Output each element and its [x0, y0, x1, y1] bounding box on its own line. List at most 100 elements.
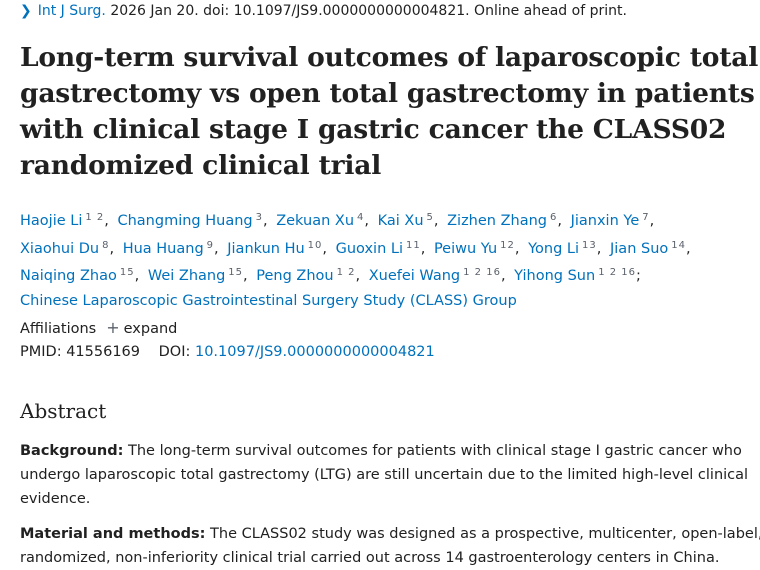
separator: ,: [104, 213, 109, 229]
citation-line: ❯ Int J Surg. 2026 Jan 20. doi: 10.1097/J…: [20, 3, 627, 19]
methods-label: Material and methods:: [20, 526, 206, 542]
author-row: Naiqing Zhao 15, Wei Zhang 15, Peng Zhou 1 …: [20, 261, 740, 289]
author-link[interactable]: Jianxin Ye: [570, 213, 640, 229]
author-row: Chinese Laparoscopic Gastrointestinal Su…: [20, 289, 740, 314]
title-line: randomized clinical trial: [20, 150, 382, 181]
affiliation-ref[interactable]: 15: [228, 267, 244, 278]
author-item: Jiankun Hu 10: [227, 239, 323, 257]
author-item: Hua Huang 9: [122, 239, 215, 257]
title-line: Long-term survival outcomes of laparosco…: [20, 42, 759, 73]
abstract-line: evidence.: [20, 491, 91, 507]
author-link[interactable]: Xiaohui Du: [20, 240, 100, 257]
separator: ,: [109, 240, 115, 257]
separator: ,: [686, 240, 691, 257]
affiliation-ref[interactable]: 4: [357, 212, 365, 223]
affiliations-label: Affiliations: [20, 321, 97, 337]
affiliation-ref[interactable]: 1 2 16: [463, 267, 501, 278]
affiliation-ref[interactable]: 14: [671, 239, 686, 251]
background-text: The long-term survival outcomes for pati…: [123, 443, 742, 459]
abstract-line: randomized, non-inferiority clinical tri…: [20, 550, 720, 566]
identifiers: PMID: 41556169 DOI: 10.1097/JS9.00000000…: [20, 344, 435, 360]
author-item: Zekuan Xu 4: [276, 212, 365, 229]
affiliation-ref[interactable]: 11: [406, 239, 421, 251]
author-item: Peng Zhou 1 2: [256, 267, 356, 284]
affiliation-ref[interactable]: 8: [102, 239, 110, 251]
affiliation-ref[interactable]: 1 2 16: [598, 267, 636, 278]
abstract-background: Background: The long-term survival outco…: [20, 439, 749, 511]
abstract-methods: Material and methods: The CLASS02 study …: [20, 522, 760, 570]
affiliation-ref[interactable]: 9: [206, 239, 215, 251]
author-link[interactable]: Kai Xu: [377, 213, 424, 229]
author-link[interactable]: Wei Zhang: [147, 268, 226, 284]
affiliation-ref[interactable]: 12: [500, 239, 515, 251]
author-link[interactable]: Jian Suo: [610, 240, 669, 257]
affiliation-ref[interactable]: 13: [582, 239, 597, 251]
author-item: Jian Suo 14: [610, 239, 686, 257]
author-link[interactable]: Hua Huang: [122, 240, 204, 257]
chevron-right-icon[interactable]: ❯: [20, 3, 32, 19]
affiliation-ref[interactable]: 10: [307, 239, 323, 251]
citation-details: 2026 Jan 20. doi: 10.1097/JS9.0000000000…: [105, 3, 627, 19]
separator: ,: [433, 213, 439, 229]
separator: ,: [596, 240, 602, 257]
abstract-heading: Abstract: [20, 399, 107, 423]
abstract-line: Background: The long-term survival outco…: [20, 439, 742, 463]
author-item: Jianxin Ye 7: [570, 212, 650, 229]
author-link[interactable]: Zizhen Zhang: [447, 213, 547, 229]
affiliation-ref[interactable]: 5: [426, 212, 434, 223]
collaboration-group-link[interactable]: Chinese Laparoscopic Gastrointestinal Su…: [20, 292, 517, 309]
pmid-value: 41556169: [66, 344, 141, 360]
author-link[interactable]: Haojie Li: [20, 213, 83, 229]
author-list: Haojie Li 1 2, Changming Huang 3, Zekuan X…: [20, 206, 740, 313]
separator: ,: [649, 213, 655, 229]
affiliation-ref[interactable]: 1 2: [336, 267, 356, 278]
title-line: with clinical stage I gastric cancer the…: [20, 114, 727, 145]
title-line: gastrectomy vs open total gastrectomy in…: [20, 78, 755, 109]
author-item: Peiwu Yu 12: [433, 239, 515, 257]
affiliation-ref[interactable]: 15: [119, 267, 135, 278]
author-item: Yong Li 13: [528, 239, 597, 257]
author-link[interactable]: Changming Huang: [117, 213, 253, 229]
separator: ,: [514, 240, 520, 257]
abstract-line: undergo laparoscopic total gastrectomy (…: [20, 467, 749, 483]
author-row: Xiaohui Du 8, Hua Huang 9, Jiankun Hu 10, G…: [20, 234, 740, 262]
pmid-label: PMID:: [20, 344, 62, 360]
author-item: Haojie Li 1 2: [20, 212, 105, 229]
separator: ,: [420, 240, 426, 257]
doi-link[interactable]: 10.1097/JS9.0000000000004821: [194, 344, 435, 360]
author-link[interactable]: Peng Zhou: [256, 268, 334, 284]
author-item: Yihong Sun 1 2 16: [514, 267, 636, 284]
journal-link[interactable]: Int J Surg.: [37, 3, 106, 19]
separator: ,: [262, 213, 268, 229]
affiliation-ref[interactable]: 7: [642, 212, 650, 223]
separator: ,: [134, 268, 140, 284]
author-row: Haojie Li 1 2, Changming Huang 3, Zekuan X…: [20, 206, 740, 234]
author-link[interactable]: Yihong Sun: [514, 268, 596, 284]
separator: ,: [214, 240, 219, 257]
author-link[interactable]: Peiwu Yu: [433, 240, 498, 257]
separator: ,: [364, 213, 369, 229]
author-item: Xiaohui Du 8: [20, 239, 110, 257]
article-title: Long-term survival outcomes of laparosco…: [20, 40, 759, 184]
plus-icon: +: [106, 318, 120, 337]
author-link[interactable]: Zekuan Xu: [276, 213, 355, 229]
author-link[interactable]: Jiankun Hu: [227, 240, 305, 257]
author-link[interactable]: Naiqing Zhao: [20, 268, 117, 284]
affiliation-ref[interactable]: 1 2: [85, 212, 105, 223]
author-item: Naiqing Zhao 15: [20, 267, 135, 284]
author-link[interactable]: Guoxin Li: [335, 240, 403, 257]
separator: ;: [636, 268, 641, 284]
expand-label: expand: [123, 321, 178, 337]
affiliation-ref[interactable]: 3: [255, 212, 263, 223]
affiliations-toggle[interactable]: Affiliations + expand: [20, 318, 177, 337]
author-item: Guoxin Li 11: [335, 239, 421, 257]
author-link[interactable]: Yong Li: [528, 240, 580, 257]
author-item: Xuefei Wang 1 2 16: [368, 267, 501, 284]
affiliation-ref[interactable]: 6: [550, 212, 558, 223]
separator: ,: [243, 268, 248, 284]
separator: ,: [322, 240, 328, 257]
author-item: Wei Zhang 15: [147, 267, 244, 284]
doi-label: DOI:: [158, 344, 191, 360]
author-link[interactable]: Xuefei Wang: [368, 268, 461, 284]
